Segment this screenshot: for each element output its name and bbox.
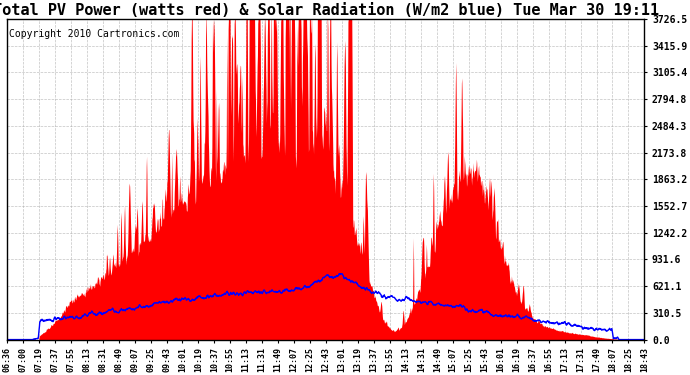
Text: Copyright 2010 Cartronics.com: Copyright 2010 Cartronics.com [8, 28, 179, 39]
Title: Total PV Power (watts red) & Solar Radiation (W/m2 blue) Tue Mar 30 19:11: Total PV Power (watts red) & Solar Radia… [0, 3, 659, 18]
